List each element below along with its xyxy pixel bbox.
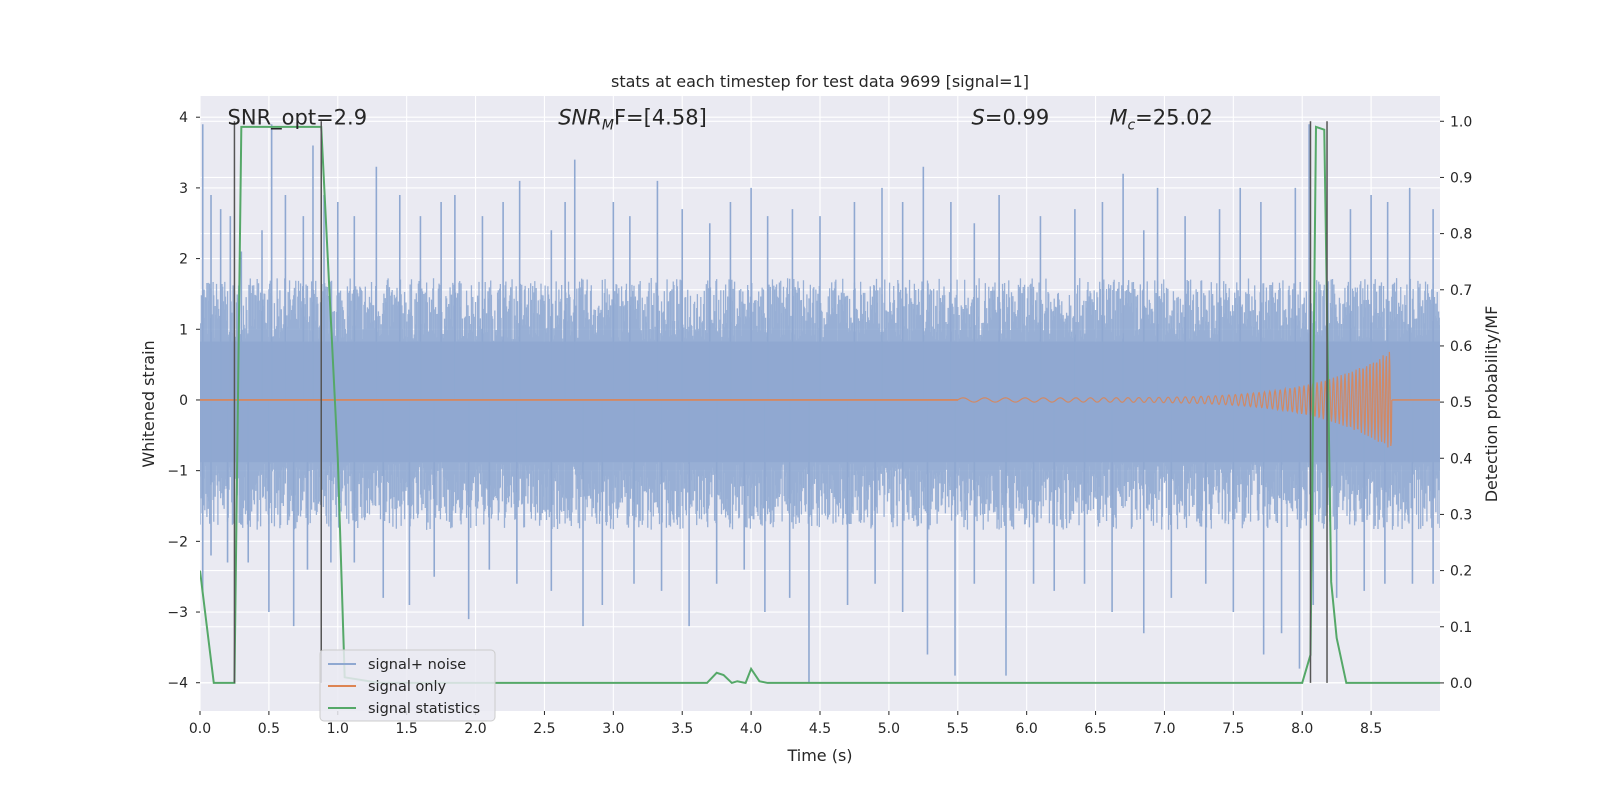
legend: signal+ noise signal only signal statistic… xyxy=(319,649,496,722)
x-tick-label: 2.0 xyxy=(464,721,486,737)
x-tick-label: 6.0 xyxy=(1016,721,1038,737)
x-tick-label: 4.5 xyxy=(809,721,831,737)
y2-axis-label: Detection probability/MF xyxy=(1482,306,1501,503)
x-axis-label: Time (s) xyxy=(786,746,852,765)
series-signal-only xyxy=(957,351,1393,448)
x-tick-label: 4.0 xyxy=(740,721,762,737)
y-axis-label: Whitened strain xyxy=(139,340,158,467)
legend-label: signal+ noise xyxy=(368,657,466,673)
x-tick-label: 8.5 xyxy=(1360,721,1382,737)
x-tick-label: 1.5 xyxy=(396,721,418,737)
y2-tick-label: 0.6 xyxy=(1450,339,1472,355)
x-tick-label: 6.5 xyxy=(1084,721,1106,737)
ticks: 0.0 0.5 1.0 1.5 2.0 2.5 3.0 3.5 4.0 4.5 5.0 5.5 6.0 6… xyxy=(167,110,1472,737)
y-tick-label: 2 xyxy=(179,252,188,268)
legend-label: signal statistics xyxy=(368,701,480,717)
stat-annotation: SNRMF=[4.58] xyxy=(558,105,707,133)
vertical-markers xyxy=(233,121,1328,683)
x-tick-label: 2.5 xyxy=(533,721,555,737)
x-tick-label: 7.0 xyxy=(1153,721,1175,737)
x-tick-label: 5.0 xyxy=(878,721,900,737)
y2-tick-label: 0.8 xyxy=(1450,227,1472,243)
data-layer xyxy=(200,124,1440,685)
x-tick-label: 0.5 xyxy=(258,721,280,737)
chart-title: stats at each timestep for test data 969… xyxy=(611,72,1029,91)
y2-tick-label: 1.0 xyxy=(1450,114,1472,130)
x-tick-label: 0.0 xyxy=(189,721,211,737)
y-tick-label: −4 xyxy=(167,676,188,692)
x-tick-label: 1.0 xyxy=(327,721,349,737)
stat-annotation: Mc=25.02 xyxy=(1109,105,1213,133)
x-tick-label: 3.0 xyxy=(602,721,624,737)
series-signal-statistics xyxy=(200,125,1440,685)
y-tick-label: 0 xyxy=(179,393,188,409)
y-tick-label: −2 xyxy=(167,534,188,550)
y-tick-label: −3 xyxy=(167,605,188,621)
y2-tick-label: 0.0 xyxy=(1450,676,1472,692)
y2-tick-label: 0.1 xyxy=(1450,620,1472,636)
y2-tick-label: 0.7 xyxy=(1450,283,1472,299)
y-tick-label: 3 xyxy=(179,181,188,197)
x-tick-label: 5.5 xyxy=(947,721,969,737)
legend-label: signal only xyxy=(368,679,447,695)
x-tick-label: 7.5 xyxy=(1222,721,1244,737)
y-tick-label: 4 xyxy=(179,110,188,126)
x-tick-label: 3.5 xyxy=(671,721,693,737)
y2-tick-label: 0.4 xyxy=(1450,451,1472,467)
y2-tick-label: 0.2 xyxy=(1450,564,1472,580)
y2-tick-label: 0.9 xyxy=(1450,170,1472,186)
y2-tick-label: 0.5 xyxy=(1450,395,1472,411)
y2-tick-label: 0.3 xyxy=(1450,507,1472,523)
stat-annotation: SNR_opt=2.9 xyxy=(228,105,368,130)
annotations: SNR_opt=2.9 SNRMF=[4.58] S=0.99 Mc=25.02 xyxy=(228,105,1213,133)
legend-box xyxy=(319,649,496,722)
x-tick-label: 8.0 xyxy=(1291,721,1313,737)
stat-annotation: S=0.99 xyxy=(972,105,1050,129)
y-tick-label: −1 xyxy=(167,464,188,480)
y-tick-label: 1 xyxy=(179,322,188,338)
